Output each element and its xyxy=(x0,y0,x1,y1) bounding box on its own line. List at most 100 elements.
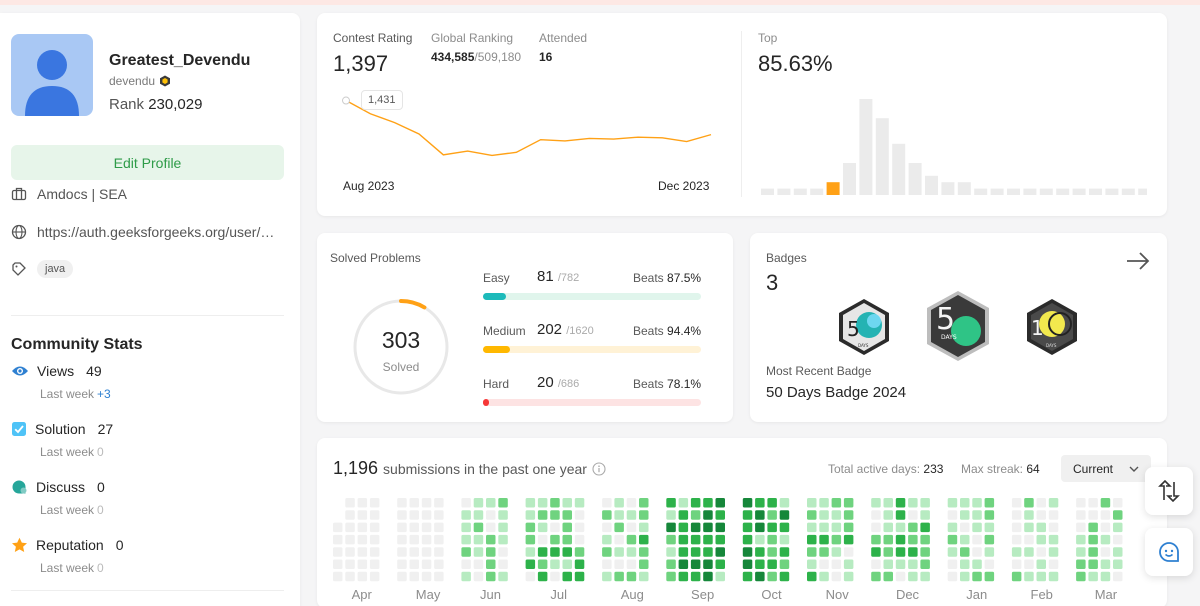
heatmap-day-cell xyxy=(333,522,343,533)
heatmap-day-cell xyxy=(525,510,536,520)
heatmap-day-cell xyxy=(715,498,725,508)
edit-profile-button[interactable]: Edit Profile xyxy=(11,145,284,180)
heatmap-day-cell xyxy=(550,571,560,582)
delta-value: 0 xyxy=(97,445,104,459)
heatmap-day-cell xyxy=(715,571,725,582)
heatmap-day-cell xyxy=(369,534,380,545)
100-days-badge-icon[interactable]: 1 DAYS xyxy=(1024,297,1080,357)
heatmap-day-cell xyxy=(703,522,713,533)
svg-text:5: 5 xyxy=(847,317,860,341)
heatmap-day-cell xyxy=(742,547,753,557)
heatmap-day-cell xyxy=(602,522,612,533)
heatmap-day-cell xyxy=(755,510,765,520)
star-icon xyxy=(12,537,27,552)
arrow-right-icon[interactable] xyxy=(1126,251,1150,271)
heatmap-day-cell xyxy=(434,534,444,545)
heatmap-day-cell xyxy=(537,510,548,520)
community-stats-title: Community Stats xyxy=(11,336,143,353)
50-days-badge-small-icon[interactable]: 5 DAYS xyxy=(836,297,892,357)
heatmap-day-cell xyxy=(626,571,637,582)
heatmap-day-cell xyxy=(498,571,508,582)
heatmap-day-cell xyxy=(498,559,508,569)
active-days-value: 233 xyxy=(923,462,944,476)
period-select-value: Current xyxy=(1073,461,1114,476)
heatmap-day-cell xyxy=(1036,522,1046,533)
heatmap-day-cell xyxy=(1048,571,1059,582)
heatmap-day-cell xyxy=(920,571,930,582)
divider xyxy=(741,31,742,197)
heatmap-day-cell xyxy=(369,498,380,508)
heatmap-day-cell xyxy=(819,534,829,545)
heatmap-day-cell xyxy=(779,571,790,582)
stat-views-delta: Last week +3 xyxy=(40,387,111,401)
heatmap-day-cell xyxy=(357,559,368,569)
heatmap-day-cell xyxy=(767,559,777,569)
heatmap-day-cell xyxy=(666,498,676,508)
attended-label: Attended xyxy=(539,31,588,45)
50-days-badge-2024-icon[interactable]: 5 DAYS xyxy=(924,289,992,363)
histogram-bar xyxy=(957,182,971,195)
heatmap-day-cell xyxy=(1100,498,1111,508)
heatmap-day-cell xyxy=(883,534,893,545)
heatmap-day-cell xyxy=(1024,571,1034,582)
hard-label: Hard xyxy=(483,377,510,391)
histogram-bar xyxy=(875,118,889,195)
easy-progress-fill xyxy=(483,293,506,300)
skill-tag[interactable]: java xyxy=(37,260,74,278)
switch-layout-button[interactable] xyxy=(1145,467,1193,515)
heatmap-day-cell xyxy=(626,510,637,520)
avatar-person-icon xyxy=(25,50,79,116)
heatmap-day-cell xyxy=(1048,498,1059,508)
heatmap-day-cell xyxy=(895,522,906,533)
avatar[interactable] xyxy=(11,34,93,116)
heatmap-day-cell xyxy=(690,571,701,582)
heatmap-day-cell xyxy=(369,547,380,557)
briefcase-icon xyxy=(11,187,27,201)
solved-progress-ring[interactable] xyxy=(351,297,451,397)
heatmap-day-cell xyxy=(678,571,689,582)
heatmap-day-cell xyxy=(537,534,548,545)
heatmap-day-cell xyxy=(421,559,432,569)
heatmap-day-cell xyxy=(550,510,560,520)
username: devendu xyxy=(109,74,156,88)
heatmap-day-cell xyxy=(486,559,496,569)
heatmap-day-cell xyxy=(947,510,958,520)
heatmap-day-cell xyxy=(537,498,548,508)
website-link[interactable]: https://auth.geeksforgeeks.org/user/… xyxy=(37,224,275,240)
heatmap-day-cell xyxy=(984,559,995,569)
hard-beats-value: 78.1% xyxy=(667,377,702,391)
heatmap-day-cell xyxy=(703,571,713,582)
info-icon[interactable] xyxy=(592,461,606,476)
heatmap-day-cell xyxy=(486,547,496,557)
display-name: Greatest_Devendu xyxy=(109,52,251,69)
heatmap-day-cell xyxy=(1088,559,1098,569)
heatmap-day-cell xyxy=(1100,534,1111,545)
heatmap-day-cell xyxy=(1088,498,1098,508)
heatmap-day-cell xyxy=(1011,510,1022,520)
heatmap-day-cell xyxy=(843,498,854,508)
ranking-histogram[interactable] xyxy=(757,93,1147,197)
heatmap-day-cell xyxy=(742,498,753,508)
heatmap-day-cell xyxy=(369,571,380,582)
heatmap-day-cell xyxy=(690,547,701,557)
period-select[interactable]: Current xyxy=(1061,455,1151,482)
heatmap-day-cell xyxy=(871,559,881,569)
heatmap-day-cell xyxy=(1113,559,1123,569)
stat-reputation: Reputation 0 xyxy=(11,537,124,553)
stat-value: 0 xyxy=(97,479,105,495)
submissions-calendar-card: 1,196 submissions in the past one year T… xyxy=(317,438,1167,606)
rating-line-chart[interactable] xyxy=(317,13,737,203)
contest-rating-value: 1,397 xyxy=(333,51,389,76)
heatmap-day-cell xyxy=(537,559,548,569)
heatmap-day-cell xyxy=(562,559,572,569)
heatmap-month-label: May xyxy=(416,587,441,602)
heatmap-day-cell xyxy=(947,534,958,545)
heatmap-day-cell xyxy=(602,559,612,569)
heatmap-day-cell xyxy=(807,571,817,582)
feedback-button[interactable] xyxy=(1145,528,1193,576)
submission-heatmap[interactable]: Apr May Jun Jul Aug Sep Oct Nov Dec Jan Feb Mar xyxy=(331,496,1153,606)
heatmap-day-cell xyxy=(421,571,432,582)
heatmap-day-cell xyxy=(690,559,701,569)
easy-label: Easy xyxy=(483,271,510,285)
heatmap-day-cell xyxy=(333,534,343,545)
